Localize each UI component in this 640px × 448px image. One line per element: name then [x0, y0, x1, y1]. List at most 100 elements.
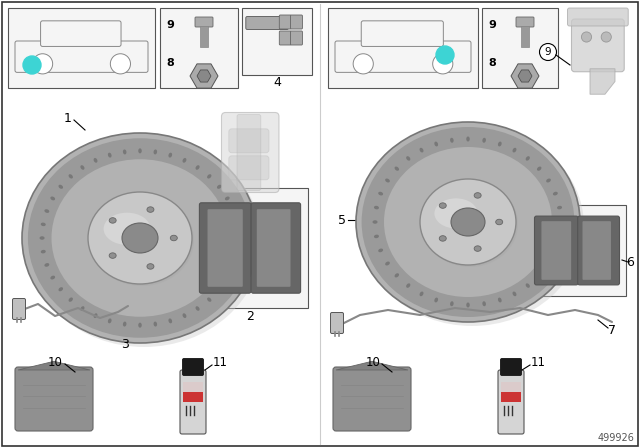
Bar	[482, 8, 558, 88]
FancyBboxPatch shape	[498, 370, 524, 434]
Text: 9: 9	[166, 20, 174, 30]
Ellipse shape	[81, 306, 84, 311]
Ellipse shape	[234, 223, 239, 226]
Ellipse shape	[108, 153, 111, 158]
Ellipse shape	[498, 142, 502, 146]
Ellipse shape	[372, 220, 378, 224]
Ellipse shape	[196, 306, 200, 311]
Ellipse shape	[498, 297, 502, 302]
FancyBboxPatch shape	[195, 17, 213, 27]
Ellipse shape	[225, 276, 230, 280]
FancyBboxPatch shape	[40, 21, 121, 47]
Ellipse shape	[435, 142, 438, 146]
Ellipse shape	[123, 322, 127, 327]
Ellipse shape	[40, 236, 45, 240]
Ellipse shape	[182, 313, 186, 318]
Circle shape	[33, 54, 52, 74]
Circle shape	[110, 54, 131, 74]
Text: 10: 10	[365, 356, 380, 369]
Ellipse shape	[553, 192, 558, 195]
Ellipse shape	[362, 127, 575, 317]
Circle shape	[481, 270, 499, 287]
Ellipse shape	[356, 122, 580, 322]
Ellipse shape	[168, 319, 172, 323]
Text: 8: 8	[488, 58, 496, 68]
Ellipse shape	[236, 236, 241, 240]
Ellipse shape	[93, 158, 97, 163]
Circle shape	[159, 287, 177, 303]
Bar	[192, 188, 308, 308]
Bar	[242, 8, 312, 75]
Polygon shape	[336, 361, 408, 370]
Ellipse shape	[374, 235, 379, 238]
Text: 9: 9	[192, 158, 198, 168]
Ellipse shape	[474, 193, 481, 198]
Bar	[501, 382, 521, 392]
Ellipse shape	[483, 301, 486, 306]
FancyBboxPatch shape	[568, 8, 628, 26]
Text: 4: 4	[273, 76, 281, 89]
Bar	[8, 8, 155, 88]
Ellipse shape	[385, 262, 390, 266]
Ellipse shape	[553, 249, 558, 252]
Bar	[160, 8, 238, 88]
Ellipse shape	[513, 292, 516, 296]
Ellipse shape	[138, 323, 141, 327]
Ellipse shape	[513, 148, 516, 152]
Circle shape	[436, 46, 454, 64]
Ellipse shape	[196, 165, 200, 170]
FancyBboxPatch shape	[207, 209, 243, 287]
FancyBboxPatch shape	[582, 221, 611, 280]
Ellipse shape	[234, 250, 239, 254]
FancyBboxPatch shape	[333, 367, 411, 431]
FancyBboxPatch shape	[237, 115, 261, 190]
Ellipse shape	[41, 223, 45, 226]
Ellipse shape	[22, 133, 258, 343]
Ellipse shape	[439, 236, 446, 241]
Ellipse shape	[450, 301, 454, 306]
Ellipse shape	[68, 297, 73, 302]
Ellipse shape	[147, 264, 154, 269]
Ellipse shape	[525, 156, 530, 161]
Text: 11: 11	[212, 356, 227, 369]
Ellipse shape	[450, 138, 454, 143]
Ellipse shape	[108, 319, 111, 323]
Ellipse shape	[147, 207, 154, 212]
Circle shape	[601, 32, 611, 42]
FancyBboxPatch shape	[221, 112, 279, 193]
Text: 1: 1	[64, 112, 72, 125]
FancyBboxPatch shape	[578, 216, 620, 285]
Ellipse shape	[168, 153, 172, 158]
Ellipse shape	[546, 179, 551, 182]
Ellipse shape	[435, 198, 477, 228]
FancyBboxPatch shape	[541, 221, 571, 280]
Text: 8: 8	[166, 58, 174, 68]
Ellipse shape	[435, 297, 438, 302]
Ellipse shape	[525, 284, 530, 288]
Ellipse shape	[406, 156, 410, 161]
FancyBboxPatch shape	[246, 17, 289, 30]
FancyBboxPatch shape	[229, 156, 269, 180]
Ellipse shape	[51, 276, 55, 280]
Ellipse shape	[58, 185, 63, 189]
Ellipse shape	[496, 219, 502, 225]
Text: 8: 8	[486, 273, 493, 283]
Ellipse shape	[360, 126, 584, 326]
Text: 7: 7	[608, 323, 616, 336]
Ellipse shape	[109, 218, 116, 223]
Bar	[328, 8, 478, 88]
Ellipse shape	[154, 322, 157, 327]
Ellipse shape	[230, 263, 236, 267]
Ellipse shape	[182, 158, 186, 163]
Ellipse shape	[123, 150, 127, 155]
Ellipse shape	[385, 179, 390, 182]
Ellipse shape	[41, 250, 45, 254]
Ellipse shape	[217, 287, 221, 291]
Ellipse shape	[207, 297, 211, 302]
Bar	[528, 205, 626, 296]
FancyBboxPatch shape	[572, 19, 624, 72]
Bar	[200, 26, 208, 47]
Ellipse shape	[420, 292, 424, 296]
Circle shape	[23, 56, 41, 74]
FancyBboxPatch shape	[291, 15, 303, 29]
